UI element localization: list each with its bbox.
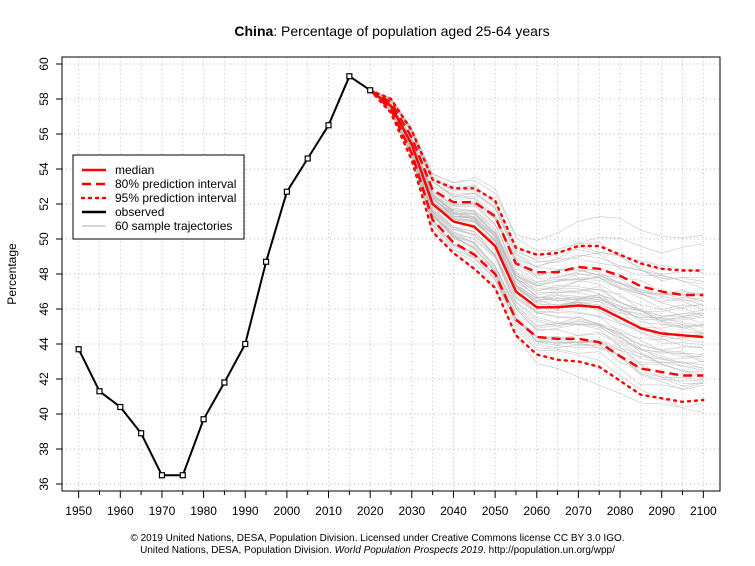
observed-line <box>77 74 371 477</box>
observed-point <box>75 346 82 353</box>
sample-trajectory <box>369 89 704 373</box>
observed-point <box>242 340 249 348</box>
observed-point <box>367 87 374 94</box>
sample-trajectory <box>370 89 704 241</box>
observed-point <box>117 403 124 411</box>
observed-point <box>304 155 311 162</box>
sample-trajectory <box>370 89 704 317</box>
y-tick-label: 38 <box>37 442 51 456</box>
y-tick-label: 50 <box>37 232 51 246</box>
footer-citation-title: World Population Prospects 2019 <box>334 545 484 556</box>
observed-point <box>221 379 228 386</box>
y-tick-label: 36 <box>37 477 51 491</box>
legend-label: observed <box>115 205 164 219</box>
x-tick-label: 2070 <box>565 504 592 518</box>
pi95-upper-line <box>369 88 705 272</box>
sample-trajectory <box>369 89 704 391</box>
footer-citation-suffix: . http://population.un.org/wpp/ <box>483 545 615 556</box>
footer-citation: United Nations, DESA, Population Divisio… <box>0 545 755 557</box>
x-tick-label: 2100 <box>690 504 717 518</box>
y-tick-label: 60 <box>37 57 51 71</box>
observed-point <box>200 416 207 423</box>
legend-label: 60 sample trajectories <box>115 219 232 233</box>
x-tick-label: 2060 <box>523 504 550 518</box>
sample-trajectory <box>369 89 704 365</box>
x-axis: 1950 1960 1970 1980 1990 2000 2010 2020 2030 2040… <box>65 491 717 518</box>
x-tick-label: 1970 <box>149 504 176 518</box>
sample-trajectories <box>369 89 704 414</box>
sample-trajectory <box>370 89 704 295</box>
sample-trajectory <box>369 89 704 384</box>
series <box>77 74 705 477</box>
chart-title: China: Percentage of population aged 25-… <box>234 23 549 39</box>
chart-title-rest: : Percentage of population aged 25-64 ye… <box>273 23 549 39</box>
x-tick-label: 1960 <box>107 504 134 518</box>
x-tick-label: 2080 <box>607 504 634 518</box>
median-line <box>369 89 704 339</box>
observed-point <box>138 430 145 437</box>
observed-point <box>346 73 353 80</box>
pi95-lower-line <box>369 88 705 404</box>
x-tick-label: 1980 <box>190 504 217 518</box>
legend-label: 80% prediction interval <box>115 177 236 191</box>
sample-trajectory <box>370 89 704 318</box>
y-tick-label: 56 <box>37 127 51 141</box>
observed-point <box>179 472 186 479</box>
sample-trajectory <box>369 89 704 296</box>
observed-point <box>96 388 103 395</box>
x-tick-label: 2000 <box>274 504 301 518</box>
sample-trajectory <box>369 89 704 414</box>
chart: China: Percentage of population aged 25-… <box>5 23 721 518</box>
observed-points <box>75 73 374 479</box>
footer-citation-prefix: United Nations, DESA, Population Divisio… <box>140 545 335 556</box>
x-tick-label: 1990 <box>232 504 259 518</box>
y-tick-label: 48 <box>37 267 51 281</box>
grid <box>62 57 720 491</box>
sample-trajectory <box>369 89 704 389</box>
x-tick-label: 2010 <box>315 504 342 518</box>
y-tick-label: 44 <box>37 337 51 351</box>
x-tick-label: 2050 <box>482 504 509 518</box>
sample-trajectory <box>369 89 704 360</box>
observed-point <box>325 122 332 129</box>
footer-copyright: © 2019 United Nations, DESA, Population … <box>130 533 625 544</box>
y-tick-label: 58 <box>37 92 51 106</box>
y-axis-label: Percentage <box>5 243 19 305</box>
sample-trajectory <box>369 89 704 361</box>
sample-trajectory <box>370 89 704 303</box>
y-tick-label: 46 <box>37 302 51 316</box>
x-tick-label: 2090 <box>648 504 675 518</box>
observed-point <box>262 258 270 265</box>
pi80-upper-line <box>369 89 704 297</box>
y-tick-label: 42 <box>37 372 51 386</box>
chart-title-bold: China <box>234 23 273 39</box>
legend-label: 95% prediction interval <box>115 191 236 205</box>
legend-label: median <box>115 163 154 177</box>
x-tick-label: 2030 <box>398 504 425 518</box>
sample-trajectory <box>370 89 704 329</box>
observed-point <box>283 188 290 195</box>
y-tick-label: 52 <box>37 197 51 211</box>
observed-point <box>158 472 166 479</box>
x-tick-label: 1950 <box>65 504 92 518</box>
x-tick-label: 2040 <box>440 504 467 518</box>
sample-trajectory <box>370 89 704 328</box>
y-tick-label: 54 <box>37 162 51 176</box>
sample-trajectory <box>370 89 704 275</box>
y-axis: 36 38 40 42 44 46 48 50 52 54 56 58 60 <box>37 57 62 491</box>
y-tick-label: 40 <box>37 407 51 421</box>
x-tick-label: 2020 <box>357 504 384 518</box>
pi80-lower-line <box>369 89 704 377</box>
